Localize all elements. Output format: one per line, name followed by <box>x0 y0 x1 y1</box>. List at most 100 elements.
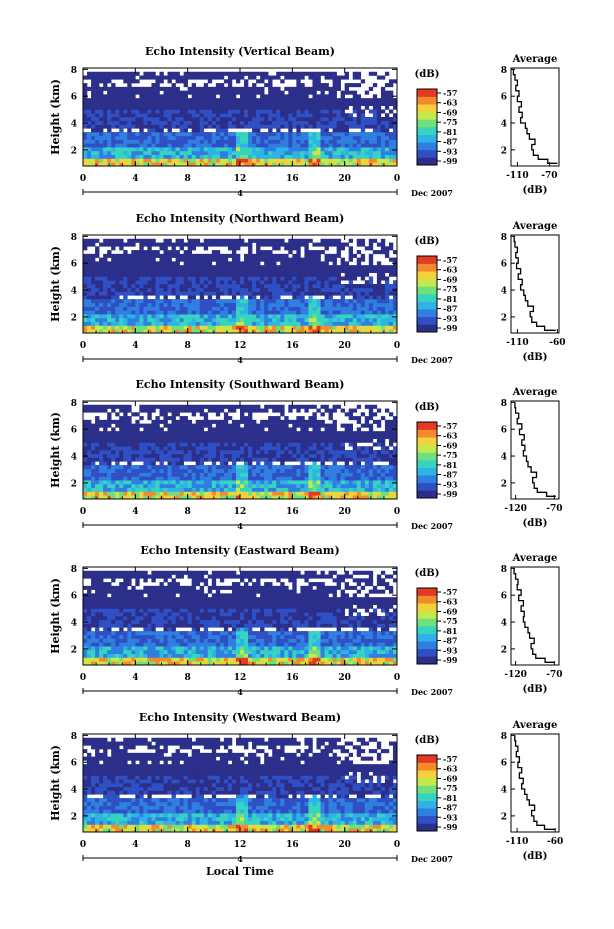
heatmap-cell <box>336 314 341 319</box>
heatmap-cell <box>115 117 120 122</box>
heatmap-cell <box>131 250 136 255</box>
heatmap-cell <box>171 431 176 436</box>
heatmap-cell <box>159 120 164 125</box>
heatmap-cell <box>131 238 136 243</box>
heatmap-cell <box>147 321 152 326</box>
heatmap-cell <box>364 457 370 462</box>
heatmap-cell <box>127 154 132 159</box>
heatmap-cell <box>276 143 281 148</box>
heatmap-cell <box>356 261 362 266</box>
heatmap-cell <box>256 317 261 322</box>
heatmap-cell <box>211 465 217 470</box>
heatmap-cell <box>324 113 329 118</box>
heatmap-cell <box>91 101 96 106</box>
heatmap-cell <box>103 98 108 103</box>
heatmap-cell <box>199 135 205 140</box>
heatmap-cell <box>372 465 378 470</box>
heatmap-cell <box>352 71 358 76</box>
heatmap-cell <box>123 132 128 137</box>
heatmap-cell <box>248 495 253 500</box>
heatmap-cell <box>384 295 390 300</box>
heatmap-cell <box>288 120 293 125</box>
heatmap-cell <box>87 438 92 443</box>
heatmap-cell <box>135 472 140 477</box>
heatmap-cell <box>240 242 245 247</box>
heatmap-cell <box>111 272 116 277</box>
heatmap-cell <box>195 272 201 277</box>
heatmap-cell <box>284 465 289 470</box>
heatmap-cell <box>388 476 394 481</box>
heatmap-cell <box>175 295 180 300</box>
heatmap-cell <box>127 310 132 315</box>
heatmap-cell <box>83 295 88 300</box>
heatmap-cell <box>119 117 124 122</box>
heatmap-cell <box>276 147 281 152</box>
heatmap-cell <box>223 120 229 125</box>
heatmap-cell <box>171 314 176 319</box>
heatmap-cell <box>276 446 281 451</box>
heatmap-cell <box>199 299 205 304</box>
heatmap-cell <box>211 483 217 488</box>
heatmap-cell <box>87 109 92 114</box>
heatmap-cell <box>151 154 156 159</box>
heatmap-cell <box>203 325 209 330</box>
heatmap-cell <box>127 272 132 277</box>
heatmap-cell <box>231 143 237 148</box>
heatmap-cell <box>143 139 148 144</box>
heatmap-cell <box>103 75 108 80</box>
heatmap-cell <box>127 109 132 114</box>
heatmap-cell <box>95 276 100 281</box>
heatmap-cell <box>300 101 305 106</box>
heatmap-cell <box>191 325 197 330</box>
heatmap-cell <box>199 117 205 122</box>
heatmap-cell <box>87 238 92 243</box>
heatmap-cell <box>244 450 249 455</box>
heatmap-cell <box>143 109 148 114</box>
heatmap-cell <box>380 434 386 439</box>
heatmap-cell <box>384 483 390 488</box>
heatmap-cell <box>207 101 213 106</box>
heatmap-cell <box>352 302 358 307</box>
heatmap-cell <box>312 86 317 91</box>
heatmap-cell <box>159 306 164 311</box>
heatmap-cell <box>340 329 345 334</box>
heatmap-cell <box>123 90 128 95</box>
heatmap-cell <box>288 495 293 500</box>
heatmap-cell <box>284 101 289 106</box>
heatmap-cell <box>252 491 257 496</box>
heatmap-cell <box>203 162 209 167</box>
heatmap-cell <box>91 158 96 163</box>
heatmap-cell <box>292 302 297 307</box>
heatmap-cell <box>167 291 172 296</box>
colorbar-swatch <box>417 256 437 264</box>
heatmap-cell <box>384 139 390 144</box>
heatmap-cell <box>215 75 221 80</box>
heatmap-cell <box>155 442 160 447</box>
heatmap-cell <box>260 453 265 458</box>
heatmap-cell <box>388 302 394 307</box>
heatmap-cell <box>320 317 325 322</box>
heatmap-cell <box>119 476 124 481</box>
heatmap-cell <box>276 154 281 159</box>
heatmap-cell <box>147 154 152 159</box>
heatmap-cell <box>328 314 333 319</box>
heatmap-cell <box>332 317 337 322</box>
heatmap-cell <box>203 450 209 455</box>
heatmap-cell <box>248 453 253 458</box>
heatmap-cell <box>328 257 333 262</box>
heatmap-cell <box>107 79 112 84</box>
heatmap-cell <box>159 487 164 492</box>
heatmap-cell <box>223 287 229 292</box>
heatmap-cell <box>356 158 362 163</box>
heatmap-cell <box>336 154 341 159</box>
heatmap-cell <box>332 101 337 106</box>
heatmap-cell <box>123 158 128 163</box>
heatmap-cell <box>123 284 128 289</box>
heatmap-cell <box>215 124 221 129</box>
heatmap-cell <box>83 457 88 462</box>
heatmap-cell <box>179 158 184 163</box>
heatmap-cell <box>107 105 112 110</box>
heatmap-cell <box>296 310 301 315</box>
heatmap-cell <box>219 276 225 281</box>
heatmap-cell <box>223 128 229 133</box>
